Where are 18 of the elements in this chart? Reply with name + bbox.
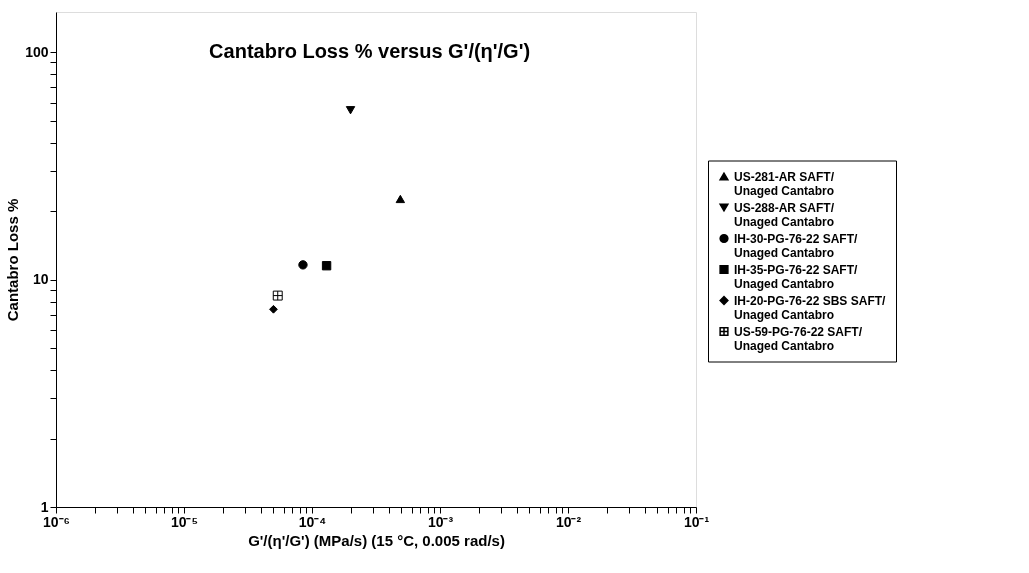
y-axis-title: Cantabro Loss %: [4, 198, 22, 322]
legend-label: US-288-AR SAFT/ Unaged Cantabro: [734, 200, 835, 229]
x-tick-label: 10⁻⁶: [42, 513, 71, 530]
x-axis-title: G'/(η'/G') (MPa/s) (15 °C, 0.005 rad/s): [248, 531, 505, 549]
y-tick-label: 1: [40, 498, 49, 515]
x-tick-label: 10⁻¹: [683, 513, 710, 530]
legend-label: US-59-PG-76-22 SAFT/ Unaged Cantabro: [734, 324, 863, 353]
y-tick-label: 10: [32, 271, 49, 288]
y-tick-label: 100: [25, 43, 49, 60]
legend-label: US-281-AR SAFT/ Unaged Cantabro: [734, 169, 835, 198]
x-tick-label: 10⁻⁵: [170, 513, 199, 530]
legend-label: IH-30-PG-76-22 SAFT/ Unaged Cantabro: [734, 231, 859, 260]
legend-label: IH-20-PG-76-22 SBS SAFT/ Unaged Cantabro: [734, 293, 887, 322]
text: Cantabro Loss % versus G'/(η'/G'): [209, 40, 531, 62]
x-tick-label: 10⁻³: [427, 513, 454, 530]
legend-label: IH-35-PG-76-22 SAFT/ Unaged Cantabro: [734, 262, 859, 291]
x-tick-label: 10⁻⁴: [298, 513, 327, 530]
x-tick-label: 10⁻²: [555, 513, 582, 530]
